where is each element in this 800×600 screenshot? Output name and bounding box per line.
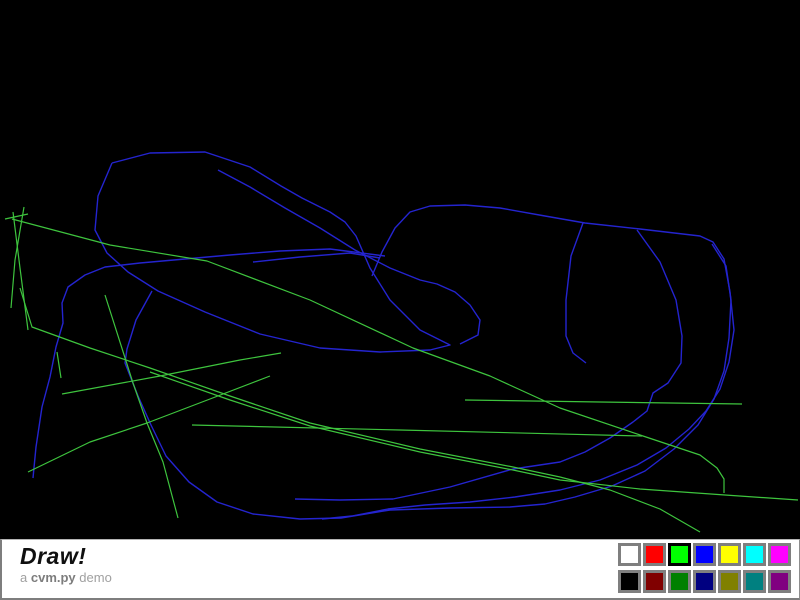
palette-swatch-dark-red[interactable] [643, 570, 666, 593]
palette-row [618, 570, 791, 593]
drawing-stroke-blue [124, 243, 732, 520]
drawing-stroke-green [104, 294, 179, 519]
palette-swatch-white[interactable] [618, 543, 641, 566]
drawing-stroke-green [4, 213, 29, 220]
app-title: Draw! [20, 543, 87, 569]
color-palette [618, 543, 791, 593]
drawing-stroke-blue [321, 204, 735, 520]
palette-swatch-blue[interactable] [693, 543, 716, 566]
drawing-stroke-blue [565, 222, 587, 364]
drawing-stroke-green [10, 206, 25, 309]
palette-swatch-black[interactable] [618, 570, 641, 593]
palette-swatch-green[interactable] [668, 543, 691, 566]
drawing-stroke-blue [32, 248, 386, 479]
palette-row [618, 543, 791, 566]
drawing-stroke-blue [252, 252, 381, 263]
drawing-stroke-green [464, 399, 743, 405]
palette-swatch-navy[interactable] [693, 570, 716, 593]
drawing-stroke-green [61, 352, 282, 395]
drawing-stroke-blue [217, 169, 481, 345]
drawing-canvas[interactable] [0, 0, 800, 539]
drawing-stroke-green [191, 424, 643, 437]
app-info-bar: Draw! a cvm.py demo [0, 539, 800, 600]
drawing-stroke-green [149, 371, 799, 501]
drawing-stroke-green [56, 351, 62, 379]
library-name: cvm.py [30, 570, 76, 585]
title-block: Draw! a cvm.py demo [20, 543, 112, 585]
subtitle-suffix: demo [79, 570, 112, 585]
palette-swatch-magenta[interactable] [768, 543, 791, 566]
drawing-stroke-blue [294, 229, 683, 501]
palette-swatch-red[interactable] [643, 543, 666, 566]
drawing-stroke-green [11, 218, 725, 493]
drawing-stroke-blue [94, 151, 451, 353]
app-subtitle: a cvm.py demo [20, 570, 112, 585]
drawing-strokes-layer [4, 151, 799, 533]
palette-swatch-olive[interactable] [718, 570, 741, 593]
palette-swatch-teal[interactable] [743, 570, 766, 593]
palette-swatch-cyan[interactable] [743, 543, 766, 566]
drawing-stroke-green [27, 375, 271, 473]
palette-swatch-yellow[interactable] [718, 543, 741, 566]
palette-swatch-dark-green[interactable] [668, 570, 691, 593]
drawing-stroke-green [12, 211, 29, 331]
palette-swatch-purple[interactable] [768, 570, 791, 593]
drawing-stroke-green [19, 287, 701, 533]
subtitle-prefix: a [20, 570, 28, 585]
